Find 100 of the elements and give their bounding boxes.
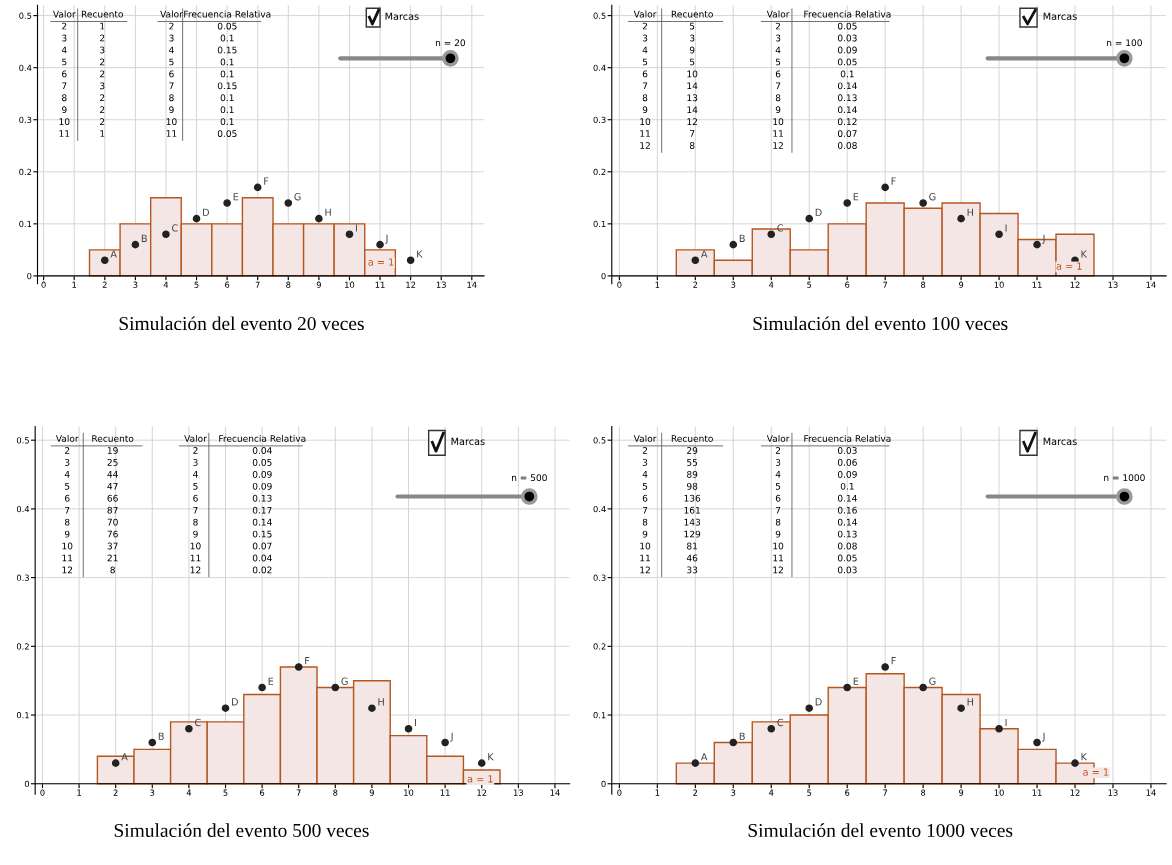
annotation: 3: [193, 458, 198, 466]
y-tick-label: 0.2: [593, 168, 606, 176]
point: [406, 256, 415, 265]
data-label: J: [1042, 732, 1045, 742]
annotation: n = 1000: [1104, 474, 1145, 482]
annotation: 0.08: [837, 542, 857, 550]
annotation: 7: [193, 506, 198, 514]
annotation: 5: [65, 483, 70, 490]
annotation: 6: [62, 70, 67, 78]
y-tick-label: 0.1: [16, 712, 29, 719]
point: [1033, 240, 1041, 249]
annotation: 6: [642, 494, 648, 502]
y-tick-label: 0.5: [593, 12, 606, 19]
annotation: 8: [62, 94, 67, 102]
y-tick-label: 0.4: [16, 505, 30, 513]
data-label: I: [1005, 718, 1007, 727]
annotation: Valor: [184, 434, 207, 442]
point: [767, 724, 776, 733]
annotation: 9: [775, 106, 781, 114]
data-label: G: [929, 677, 936, 685]
annotation: 3: [642, 458, 648, 466]
annotation: 7: [642, 506, 648, 514]
data-label: K: [417, 250, 423, 258]
x-tick-label: 2: [113, 789, 118, 796]
data-label: F: [891, 177, 896, 185]
annotation: 0.1: [220, 106, 234, 114]
x-tick-label: 10: [994, 281, 1004, 288]
annotation: Valor: [633, 434, 657, 442]
annotation: 0.09: [837, 470, 857, 478]
annotation: 10: [640, 542, 651, 550]
annotation: 11: [640, 554, 650, 562]
x-tick-label: 11: [1032, 789, 1042, 796]
point: [919, 683, 927, 692]
x-tick-label: 14: [550, 789, 560, 796]
point: [258, 683, 266, 692]
x-tick-label: 2: [102, 281, 107, 288]
annotation: 0.05: [217, 130, 237, 137]
x-tick-label: 3: [150, 789, 155, 796]
annotation: 161: [684, 506, 700, 514]
annotation: 9: [689, 46, 695, 54]
annotation: n = 20: [435, 39, 466, 47]
annotation: 0.15: [217, 46, 237, 54]
point: [1033, 738, 1041, 747]
y-tick-label: 0.3: [593, 116, 606, 124]
annotation: 6: [775, 70, 781, 78]
data-label: J: [1042, 234, 1045, 244]
x-tick-label: 13: [1108, 789, 1118, 796]
data-label: D: [203, 208, 210, 216]
point: [162, 230, 170, 239]
annotation: 2: [100, 118, 105, 125]
x-tick-label: 7: [883, 281, 888, 288]
annotation: 8: [110, 566, 115, 574]
annotation: 136: [684, 494, 701, 502]
annotation: Marcas: [1043, 12, 1077, 20]
annotation: Valor: [160, 10, 183, 18]
annotation: 2: [642, 22, 648, 30]
x-tick-label: 10: [404, 789, 414, 796]
annotation: 10: [640, 118, 651, 126]
annotation: 9: [642, 106, 648, 114]
y-tick-label: 0.3: [593, 574, 606, 581]
annotation: 8: [642, 94, 648, 102]
annotation: 0.14: [837, 106, 857, 114]
annotation: 0.03: [837, 566, 857, 574]
annotation: 0.04: [252, 554, 272, 562]
point: [729, 240, 738, 249]
point: [368, 704, 376, 712]
x-tick-label: 6: [225, 281, 230, 288]
annotation: 2: [100, 58, 105, 66]
x-tick-label: 2: [693, 281, 698, 288]
y-tick-label: 0: [601, 780, 606, 788]
point: [192, 214, 201, 223]
annotation: 12: [640, 566, 650, 574]
annotation: 10: [773, 542, 784, 550]
data-label: D: [815, 208, 822, 216]
point: [331, 683, 340, 692]
data-label: E: [853, 677, 859, 685]
y-tick-label: 0.2: [19, 168, 32, 176]
annotation: a = 1: [368, 258, 394, 266]
point: [477, 759, 486, 767]
x-tick-label: 4: [769, 789, 774, 796]
data-label: B: [739, 234, 745, 242]
annotation: 11: [166, 130, 177, 137]
annotation: 0.02: [252, 566, 272, 574]
annotation: 70: [107, 518, 118, 526]
annotation: 3: [65, 458, 70, 466]
x-tick-label: 3: [731, 789, 736, 796]
annotation: 0.14: [837, 518, 857, 526]
annotation: 4: [642, 471, 648, 478]
point: [805, 704, 814, 712]
x-tick-label: 12: [1070, 281, 1080, 288]
annotation: 2: [775, 447, 781, 454]
point: [1071, 759, 1079, 767]
annotation: 13: [687, 94, 698, 102]
annotation: 7: [775, 506, 781, 514]
annotation: a = 1: [1083, 768, 1109, 776]
point: [131, 240, 140, 249]
data-label: K: [1081, 753, 1088, 761]
annotation: 3: [642, 34, 648, 42]
annotation: 12: [640, 142, 650, 149]
annotation: 5: [775, 483, 781, 490]
